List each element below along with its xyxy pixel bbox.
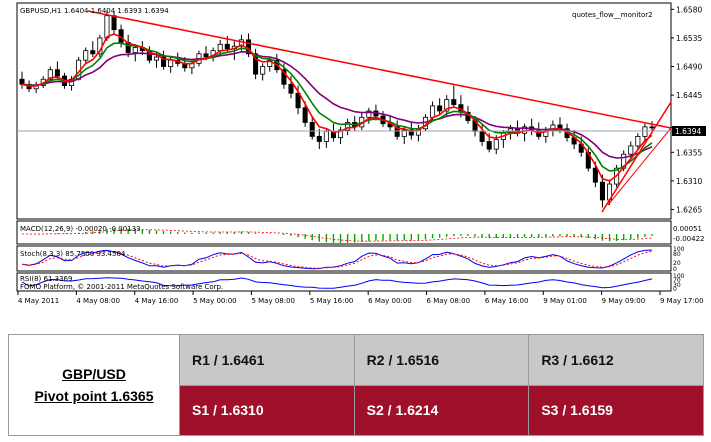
- macd-tick-top: 0.00051: [673, 225, 702, 233]
- rsi-series-line: [21, 277, 653, 289]
- stoch-tick-20: 20: [673, 260, 681, 267]
- ma-slow-line: [21, 50, 653, 159]
- time-tick-label: 4 May 16:00: [135, 297, 179, 305]
- r1-cell: R1 / 1.6461: [179, 334, 355, 386]
- time-tick-label: 5 May 00:00: [193, 297, 237, 305]
- stoch-tick-0: 0: [673, 266, 677, 273]
- candle: [90, 41, 96, 57]
- current-price-badge-text: 1.6394: [675, 127, 701, 136]
- candle: [345, 118, 351, 136]
- stoch-lines: [21, 249, 653, 270]
- pair-cell: GBP/USD Pivot point 1.6365: [8, 334, 180, 436]
- time-tick-label: 9 May 01:00: [543, 297, 587, 305]
- indicator-name-label: quotes_flow__monitor2: [572, 11, 653, 19]
- price-axis: 1.6580 1.6535 1.6490 1.6445 1.6355 1.6310 1.62…: [671, 5, 702, 214]
- rsi-label: RSI(8) 61.3369: [20, 275, 72, 283]
- candle: [260, 63, 266, 81]
- rsi-tick-30: 30: [673, 282, 681, 289]
- price-tick-label: 1.6580: [676, 5, 702, 14]
- rsi-tick-0: 0: [673, 286, 677, 293]
- time-tick-label: 4 May 08:00: [76, 297, 120, 305]
- r3-cell: R3 / 1.6612: [528, 334, 704, 386]
- pivot-table: GBP/USD Pivot point 1.6365 R1 / 1.6461 R…: [8, 334, 704, 436]
- time-tick-label: 5 May 16:00: [310, 297, 354, 305]
- candle: [642, 123, 648, 142]
- current-price-badge: [672, 126, 706, 136]
- price-tick-label: 1.6490: [676, 63, 702, 72]
- copyright-label: FOMO Platform, © 2001-2011 MetaQuotes So…: [20, 283, 223, 291]
- stoch-tick-100: 100: [673, 246, 685, 253]
- candle: [437, 98, 443, 115]
- pivot-point-label: Pivot point 1.6365: [34, 388, 154, 404]
- candle: [366, 107, 372, 124]
- chart-ohlc-label: 1.6404 1.6404 1.6393 1.6394: [64, 7, 169, 15]
- time-tick-label: 6 May 16:00: [485, 297, 529, 305]
- candle: [161, 50, 167, 70]
- time-tick-label: 9 May 09:00: [602, 297, 646, 305]
- candle: [83, 47, 89, 64]
- candle: [451, 85, 457, 108]
- candle: [316, 128, 322, 150]
- stoch-main-line: [21, 249, 653, 270]
- price-tick-label: 1.6445: [676, 91, 702, 100]
- price-tick-label: 1.6535: [676, 34, 702, 43]
- macd-histogram: [22, 228, 653, 243]
- macd-tick-bottom: -0.00422: [673, 235, 704, 243]
- s3-cell: S3 / 1.6159: [528, 384, 704, 436]
- candle: [635, 133, 641, 151]
- price-tick-label: 1.6355: [676, 148, 702, 157]
- stoch-pane: [16, 245, 672, 272]
- stoch-label: Stoch(8,3,3) 85.7500 93.4564: [20, 250, 126, 258]
- chart-symbol-label: GBPUSD,H1: [20, 7, 61, 15]
- forex-chart[interactable]: GBPUSD,H1 1.6404 1.6404 1.6393 1.6394 qu…: [0, 0, 711, 322]
- macd-label: MACD(12,26,9) -0.00020 -0.00133: [20, 225, 141, 233]
- macd-pane: [16, 220, 672, 245]
- support-row: S1 / 1.6310 S2 / 1.6214 S3 / 1.6159: [9, 384, 704, 436]
- macd-signal-line: [22, 229, 653, 242]
- time-tick-label: 5 May 08:00: [251, 297, 295, 305]
- rsi-tick-100: 100: [673, 273, 685, 280]
- candle: [309, 116, 315, 140]
- price-pane: [16, 2, 672, 220]
- stoch-signal-line: [21, 250, 653, 269]
- candle: [394, 120, 400, 140]
- candle: [54, 61, 60, 80]
- time-axis: 4 May 2011 4 May 08:00 4 May 16:00 5 May 00…: [17, 291, 704, 305]
- time-tick-label: 6 May 00:00: [368, 297, 412, 305]
- resistance-trendline: [87, 10, 672, 129]
- time-tick-label: 4 May 2011: [18, 297, 59, 305]
- candle: [444, 95, 450, 117]
- time-tick-label: 9 May 17:00: [660, 297, 704, 305]
- rsi-pane: [16, 272, 672, 292]
- pair-label: GBP/USD: [62, 366, 126, 382]
- r2-cell: R2 / 1.6516: [353, 334, 530, 386]
- candle: [253, 48, 259, 80]
- support-trendline-short: [607, 127, 672, 206]
- candle: [302, 101, 308, 127]
- resistance-row: GBP/USD Pivot point 1.6365 R1 / 1.6461 R…: [8, 334, 704, 436]
- candle: [338, 126, 344, 145]
- rsi-line: [21, 277, 653, 289]
- time-tick-label: 6 May 08:00: [427, 297, 471, 305]
- s2-cell: S2 / 1.6214: [353, 384, 530, 436]
- price-tick-label: 1.6265: [676, 205, 702, 214]
- s1-cell: S1 / 1.6310: [179, 384, 355, 436]
- stoch-tick-80: 80: [673, 251, 681, 258]
- candle: [599, 174, 605, 208]
- chart-svg[interactable]: GBPUSD,H1 1.6404 1.6404 1.6393 1.6394 qu…: [0, 0, 711, 322]
- price-tick-label: 1.6310: [676, 177, 702, 186]
- support-trendline: [601, 101, 672, 213]
- rsi-tick-70: 70: [673, 277, 681, 284]
